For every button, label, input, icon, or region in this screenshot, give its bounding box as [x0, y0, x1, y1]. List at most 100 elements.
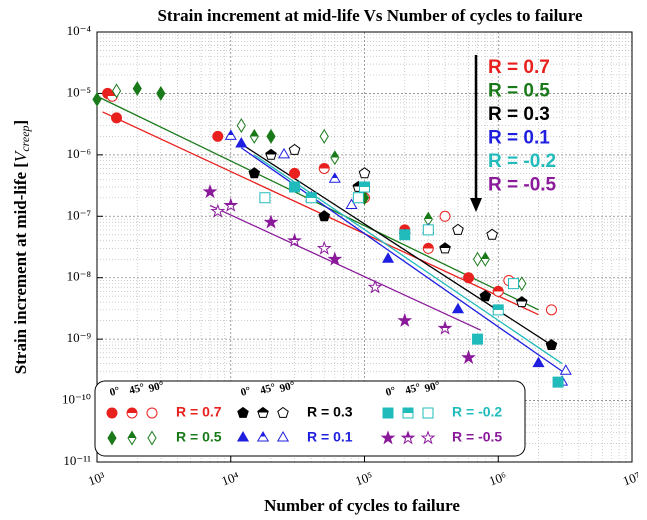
- data-point: [439, 210, 451, 222]
- data-point: [92, 91, 102, 107]
- y-tick-label: 10⁻⁸: [67, 269, 92, 284]
- y-tick-label: 10⁻¹⁰: [62, 392, 91, 407]
- legend-header: 90°: [278, 379, 296, 395]
- y-tick-label: 10⁻¹¹: [63, 453, 91, 468]
- legend-header: 0°: [384, 385, 397, 399]
- data-point: [305, 192, 317, 204]
- fit-line: [253, 154, 563, 365]
- data-point: [397, 312, 413, 327]
- annotation-label: R = 0.7: [488, 57, 550, 78]
- data-point: [345, 198, 358, 209]
- data-point: [316, 240, 332, 255]
- legend-marker: [127, 430, 137, 446]
- legend-marker: [236, 431, 250, 442]
- annotation-label: R = 0.3: [488, 104, 550, 125]
- y-tick-label: 10⁻⁹: [67, 330, 92, 345]
- data-point: [156, 85, 166, 101]
- data-point: [289, 167, 301, 179]
- data-point: [516, 296, 528, 308]
- data-point: [461, 349, 476, 364]
- data-point: [359, 181, 370, 193]
- legend-marker: [402, 407, 414, 419]
- data-point: [318, 163, 330, 174]
- data-point: [319, 128, 329, 144]
- annotation-label: R = 0.5: [488, 81, 550, 102]
- data-point: [210, 203, 226, 218]
- legend-label: R = -0.2: [452, 404, 502, 420]
- annotation-arrowhead: [470, 198, 482, 212]
- data-point: [552, 376, 564, 388]
- data-point: [472, 251, 483, 267]
- legend-label: R = 0.5: [176, 429, 222, 445]
- y-axis-label: Strain increment at mid-life [Vcreep]: [11, 120, 32, 374]
- data-point: [479, 290, 492, 302]
- data-point: [224, 129, 237, 140]
- legend-header: 45°: [404, 381, 422, 397]
- legend-header: 45°: [259, 381, 277, 397]
- data-point: [212, 130, 224, 142]
- plot-frame: [96, 31, 633, 463]
- legend-marker: [420, 430, 436, 445]
- data-point: [545, 338, 558, 350]
- data-point: [223, 197, 239, 212]
- legend-marker: [107, 430, 117, 446]
- data-point: [287, 232, 302, 248]
- data-point: [382, 252, 395, 263]
- annotation-label: R = -0.5: [488, 175, 557, 196]
- legend-marker: [400, 430, 416, 445]
- data-point: [358, 167, 371, 179]
- chart-title: Strain increment at mid-life Vs Number o…: [157, 6, 583, 25]
- data-point: [439, 242, 451, 254]
- data-point: [327, 251, 343, 266]
- legend-marker: [382, 407, 394, 419]
- data-point: [289, 181, 301, 193]
- data-point: [265, 148, 277, 160]
- data-point: [545, 304, 557, 316]
- data-point: [472, 333, 484, 345]
- legend-label: R = 0.7: [176, 404, 222, 420]
- data-point: [352, 192, 364, 204]
- data-point: [492, 304, 504, 316]
- legend-marker: [276, 431, 290, 442]
- data-point: [422, 242, 434, 254]
- legend-marker: [422, 407, 434, 419]
- y-tick-label: 10⁻⁴: [67, 23, 92, 38]
- annotation-label: R = -0.2: [488, 151, 556, 172]
- data-point: [517, 276, 527, 292]
- data-point: [288, 143, 301, 155]
- data-point: [437, 320, 453, 335]
- data-point: [248, 167, 261, 179]
- data-point: [507, 278, 519, 290]
- legend-header: 90°: [423, 379, 441, 395]
- data-point: [532, 356, 545, 368]
- data-point: [259, 192, 271, 204]
- x-tick-label: 10⁷: [621, 469, 643, 489]
- data-point: [111, 112, 123, 124]
- data-point: [330, 150, 340, 166]
- data-point: [399, 229, 411, 241]
- data-point: [559, 364, 572, 375]
- data-point: [492, 285, 504, 297]
- annotation-label: R = 0.1: [488, 128, 550, 149]
- y-axis-label-end: ]: [11, 120, 30, 126]
- legend-label: R = 0.3: [307, 404, 353, 420]
- data-point: [367, 279, 383, 294]
- legend-box: [94, 380, 526, 457]
- y-tick-label: 10⁻⁷: [67, 207, 91, 222]
- data-point: [132, 81, 142, 97]
- legend-marker: [257, 406, 269, 418]
- data-point: [249, 128, 259, 144]
- data-point: [235, 137, 248, 148]
- legend-marker: [147, 430, 157, 446]
- legend-marker: [256, 431, 270, 442]
- data-point: [236, 118, 246, 134]
- y-axis-label-subscript: creep: [18, 125, 32, 151]
- data-point: [463, 272, 475, 284]
- data-point: [480, 251, 490, 267]
- legend-marker: [126, 407, 138, 419]
- legend-header: 45°: [128, 381, 146, 397]
- legend-label: R = -0.5: [452, 429, 502, 445]
- legend-marker: [277, 406, 289, 418]
- data-point: [318, 210, 331, 222]
